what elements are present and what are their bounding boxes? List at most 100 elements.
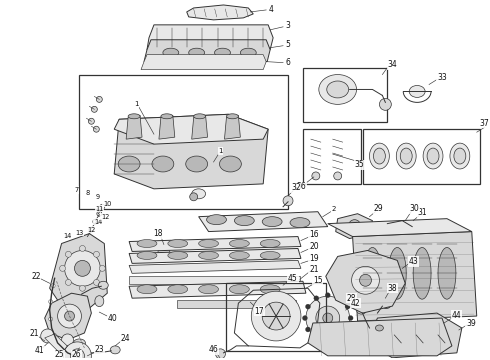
Circle shape	[65, 311, 74, 321]
Polygon shape	[224, 115, 241, 139]
Polygon shape	[308, 318, 452, 356]
Polygon shape	[114, 114, 268, 189]
Circle shape	[312, 172, 320, 180]
Circle shape	[99, 265, 105, 271]
Circle shape	[323, 313, 333, 323]
Circle shape	[93, 219, 98, 224]
Circle shape	[262, 302, 290, 330]
Circle shape	[314, 296, 319, 301]
Text: 5: 5	[286, 40, 291, 49]
Polygon shape	[129, 281, 306, 298]
Polygon shape	[141, 55, 266, 69]
Bar	[177, 300, 296, 308]
Bar	[303, 129, 361, 184]
Text: 28: 28	[347, 294, 356, 303]
Polygon shape	[198, 212, 328, 231]
Ellipse shape	[189, 48, 205, 57]
Ellipse shape	[389, 247, 406, 299]
Circle shape	[94, 251, 99, 257]
Circle shape	[283, 196, 293, 206]
Polygon shape	[368, 313, 462, 358]
Bar	[226, 283, 326, 351]
Ellipse shape	[226, 114, 238, 119]
Polygon shape	[353, 231, 477, 321]
Ellipse shape	[357, 306, 367, 314]
Text: 37: 37	[480, 119, 490, 128]
Text: 15: 15	[313, 276, 322, 285]
Circle shape	[360, 274, 371, 286]
Text: 41: 41	[35, 346, 45, 355]
Text: 12: 12	[101, 214, 109, 220]
Text: 12: 12	[87, 226, 96, 233]
Text: 20: 20	[309, 242, 318, 251]
Text: 43: 43	[408, 257, 418, 266]
Text: 1: 1	[218, 148, 223, 154]
Circle shape	[190, 193, 197, 201]
Text: 39: 39	[466, 319, 476, 328]
Ellipse shape	[454, 148, 466, 164]
Text: 2: 2	[332, 206, 336, 212]
Ellipse shape	[198, 285, 219, 294]
Circle shape	[334, 172, 342, 180]
Text: 16: 16	[309, 230, 318, 239]
Ellipse shape	[215, 48, 230, 57]
Polygon shape	[336, 214, 372, 239]
Ellipse shape	[229, 239, 249, 247]
Text: 31: 31	[417, 208, 427, 217]
Text: 33: 33	[437, 73, 447, 82]
Ellipse shape	[110, 346, 120, 354]
Ellipse shape	[198, 239, 219, 247]
Circle shape	[325, 293, 330, 298]
Polygon shape	[129, 237, 301, 252]
Ellipse shape	[427, 148, 439, 164]
Circle shape	[51, 284, 55, 288]
Text: 22: 22	[31, 272, 41, 281]
Ellipse shape	[229, 285, 249, 294]
Ellipse shape	[438, 247, 456, 299]
Ellipse shape	[290, 218, 310, 228]
Text: 34: 34	[388, 60, 397, 69]
Circle shape	[65, 279, 72, 285]
Circle shape	[74, 260, 90, 276]
Text: 30: 30	[409, 204, 419, 213]
Polygon shape	[114, 114, 268, 144]
Text: 17: 17	[254, 307, 264, 316]
Circle shape	[216, 349, 225, 359]
Ellipse shape	[128, 114, 140, 119]
Ellipse shape	[382, 325, 396, 345]
Circle shape	[345, 304, 350, 309]
Text: 46: 46	[209, 345, 219, 354]
Circle shape	[79, 285, 85, 291]
Ellipse shape	[163, 48, 179, 57]
Ellipse shape	[423, 143, 443, 169]
Circle shape	[348, 220, 361, 231]
Text: 4: 4	[269, 5, 273, 14]
Text: 19: 19	[309, 254, 318, 263]
Circle shape	[305, 304, 311, 309]
Ellipse shape	[168, 252, 188, 260]
Text: 40: 40	[107, 314, 117, 323]
Bar	[363, 129, 480, 184]
Circle shape	[314, 336, 319, 340]
Ellipse shape	[369, 143, 390, 169]
Circle shape	[71, 349, 84, 360]
Ellipse shape	[413, 247, 431, 299]
Text: 35: 35	[355, 161, 365, 170]
Ellipse shape	[161, 114, 173, 119]
Text: 36: 36	[296, 183, 306, 192]
Polygon shape	[129, 248, 301, 264]
Ellipse shape	[260, 285, 280, 294]
Text: 29: 29	[373, 204, 383, 213]
Circle shape	[65, 251, 72, 257]
Ellipse shape	[260, 252, 280, 260]
Circle shape	[61, 346, 65, 350]
Text: 10: 10	[103, 201, 111, 207]
Ellipse shape	[137, 285, 157, 294]
Ellipse shape	[373, 148, 385, 164]
Polygon shape	[159, 115, 175, 139]
Ellipse shape	[198, 252, 219, 260]
Bar	[79, 75, 288, 209]
Ellipse shape	[319, 75, 357, 104]
Ellipse shape	[192, 189, 206, 199]
Text: 42: 42	[351, 299, 360, 308]
